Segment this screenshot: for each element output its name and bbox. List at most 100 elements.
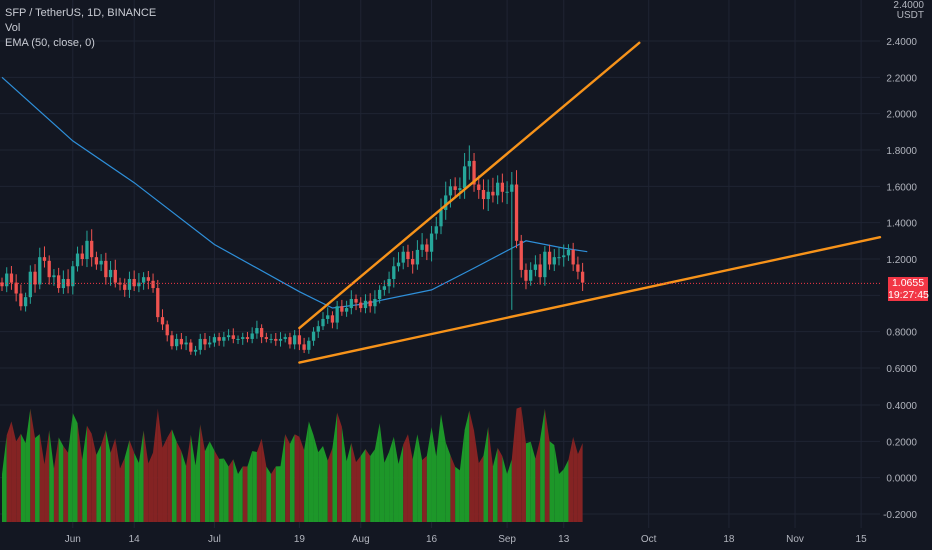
price-tick-label: 0.6000 xyxy=(886,364,917,375)
last-price-tag: 1.0655 19:27:45 xyxy=(888,277,929,302)
volume-segment xyxy=(308,421,314,522)
volume-segment xyxy=(228,459,234,522)
volume-segment xyxy=(20,433,26,522)
volume-segment xyxy=(68,413,73,522)
volume-segment xyxy=(346,442,352,522)
volume-segment xyxy=(49,430,54,522)
candle-body xyxy=(160,317,165,325)
volume-segment xyxy=(568,436,574,522)
volume-segment xyxy=(143,430,149,522)
candle-body xyxy=(462,166,467,189)
trendline xyxy=(298,235,882,364)
candle-body xyxy=(486,191,490,200)
volume-segment xyxy=(577,443,583,522)
candle-body xyxy=(510,184,514,192)
volume-segment xyxy=(186,434,191,522)
volume-segment xyxy=(313,435,319,522)
candle-body xyxy=(495,182,500,196)
candle-body xyxy=(307,340,311,350)
volume-segment xyxy=(11,421,17,522)
candle-body xyxy=(269,338,273,340)
volume-segment xyxy=(431,427,437,522)
volume-segment xyxy=(256,438,262,522)
volume-segment xyxy=(374,423,380,522)
candle-body xyxy=(453,186,457,190)
candle-body xyxy=(514,184,519,241)
candle-body xyxy=(141,277,146,283)
candle-body xyxy=(259,328,264,338)
candle-body xyxy=(52,275,56,278)
price-axis-currency: USDT xyxy=(896,10,924,21)
symbol-title[interactable]: SFP / TetherUS, 1D, BINANCE xyxy=(5,7,157,19)
volume-segment xyxy=(96,444,102,522)
candle-body xyxy=(90,240,94,258)
volume-segment xyxy=(30,408,36,522)
volume-segment xyxy=(332,412,338,522)
candle-body xyxy=(212,337,217,343)
volume-segment xyxy=(58,437,64,522)
candle-body xyxy=(543,251,547,278)
volume-segment xyxy=(459,430,465,522)
oscillator-tick-label: 0.4000 xyxy=(886,401,917,412)
volume-segment xyxy=(200,424,205,522)
price-axis[interactable]: 2.4000 2.2000 2.0000 1.8000 1.6000 1.4000 1.20… xyxy=(883,37,917,521)
volume-segment xyxy=(469,410,475,522)
candle-body xyxy=(311,331,316,341)
volume-segment xyxy=(464,410,470,522)
candle-body xyxy=(326,315,330,319)
volume-segment xyxy=(35,434,40,522)
volume-segment xyxy=(370,449,375,522)
candle-body xyxy=(94,257,99,265)
volume-segment xyxy=(530,441,536,522)
volume-segment xyxy=(63,446,69,522)
candle-body xyxy=(406,251,410,259)
volume-segment xyxy=(195,424,201,522)
candle-body xyxy=(283,337,287,339)
volume-segment xyxy=(535,439,541,522)
candle-body xyxy=(434,226,438,234)
volume-segment xyxy=(559,469,564,522)
candle-body xyxy=(472,160,476,185)
volume-segment xyxy=(492,447,498,522)
candle-body xyxy=(519,240,523,270)
ema-indicator-label[interactable]: EMA (50, close, 0) xyxy=(5,37,95,49)
volume-segment xyxy=(204,441,210,522)
candle-body xyxy=(189,342,193,352)
candle-body xyxy=(552,257,556,265)
volume-segment xyxy=(129,440,135,522)
volume-segment xyxy=(327,447,333,522)
volume-segment xyxy=(398,444,404,522)
volume-segment xyxy=(379,423,385,522)
price-tick-label: 2.4000 xyxy=(886,37,917,48)
candle-body xyxy=(66,278,70,287)
trendlines[interactable] xyxy=(298,41,882,364)
volume-segment xyxy=(110,438,116,522)
volume-segment xyxy=(322,446,328,522)
candle-body xyxy=(444,195,448,210)
oscillator-tick-label: -0.2000 xyxy=(883,510,917,521)
candle-body xyxy=(420,244,424,250)
candle-body xyxy=(193,349,198,352)
time-axis[interactable]: Jun 14 Jul 19 Aug 16 Sep 13 Oct 18 Nov 15 xyxy=(65,534,867,545)
volume-segment xyxy=(209,441,215,522)
volume-segment xyxy=(115,438,121,522)
time-tick-label: 13 xyxy=(558,534,570,545)
candle-body xyxy=(349,298,353,309)
candle-body xyxy=(363,300,368,309)
candle-body xyxy=(23,297,28,307)
volume-segment xyxy=(502,456,508,522)
candle-body xyxy=(236,338,240,340)
volume-segment xyxy=(507,459,512,522)
volume-segment xyxy=(39,434,45,522)
price-tick-label: 1.2000 xyxy=(886,255,917,266)
candle-body xyxy=(184,342,188,345)
volume-indicator-label[interactable]: Vol xyxy=(5,22,21,34)
candle-body xyxy=(250,333,254,339)
volume-segment xyxy=(223,458,229,522)
candle-body xyxy=(340,306,344,312)
candle-body xyxy=(505,191,509,193)
volume-segment xyxy=(280,434,286,522)
candle-body xyxy=(222,337,226,341)
candle-body xyxy=(429,233,434,252)
